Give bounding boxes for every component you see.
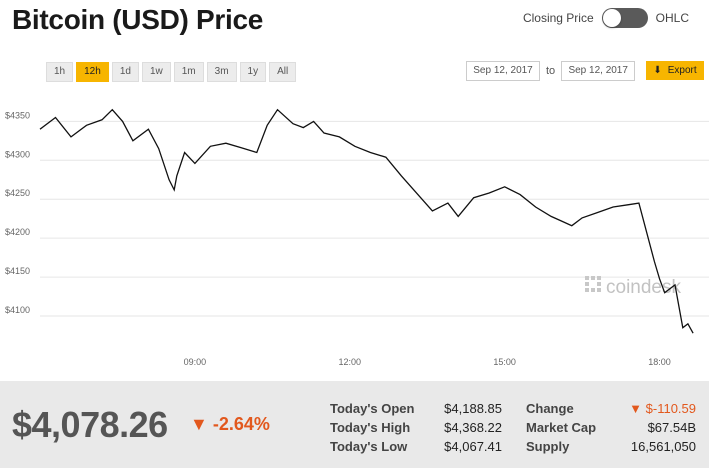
y-tick-label: $4350 (5, 110, 30, 120)
range-button-1d[interactable]: 1d (111, 62, 139, 82)
stat-label-low: Today's Low (330, 439, 408, 454)
stat-label-change: Change (526, 401, 574, 416)
price-change-percent: ▼ -2.64% (190, 414, 270, 435)
range-button-1y[interactable]: 1y (239, 62, 267, 82)
price-mode-toggle-group: Closing Price OHLC (519, 8, 693, 28)
stat-value-low: $4,067.41 (444, 439, 502, 454)
range-button-1w[interactable]: 1w (141, 62, 171, 82)
x-tick-label: 12:00 (339, 357, 362, 367)
closing-price-label: Closing Price (522, 11, 594, 25)
coindesk-watermark: coindesk (585, 276, 681, 298)
y-tick-label: $4200 (5, 227, 30, 237)
stat-value-change: ▼ $-110.59 (600, 399, 696, 418)
y-tick-label: $4150 (5, 266, 30, 276)
page-title: Bitcoin (USD) Price (12, 4, 264, 35)
stats-labels-left: Today's Open Today's High Today's Low (330, 399, 414, 456)
stat-value-supply: 16,561,050 (630, 439, 696, 454)
watermark-text: coindesk (606, 277, 681, 298)
date-to-label: to (546, 65, 556, 77)
x-tick-label: 15:00 (493, 357, 516, 367)
stat-value-open: $4,188.85 (444, 401, 502, 416)
stat-label-market-cap: Market Cap (526, 420, 597, 435)
export-label: Export (667, 65, 697, 76)
price-change-value: -2.64% (212, 414, 270, 434)
y-tick-label: $4300 (5, 149, 30, 159)
date-range: Sep 12, 2017 to Sep 12, 2017 (466, 61, 636, 81)
y-axis: $4350 $4300 $4250 $4200 $4150 $4100 (5, 110, 30, 315)
stat-value-change-text: $-110.59 (645, 401, 696, 416)
range-button-1m[interactable]: 1m (173, 62, 204, 82)
x-tick-label: 09:00 (184, 357, 207, 367)
y-tick-label: $4250 (5, 188, 30, 198)
range-button-1h[interactable]: 1h (46, 62, 74, 82)
current-price: $4,078.26 (12, 404, 168, 445)
down-triangle-icon: ▼ (190, 414, 208, 434)
download-icon: ⬇ (653, 65, 662, 76)
date-from-input[interactable]: Sep 12, 2017 (466, 61, 540, 81)
range-button-all[interactable]: All (269, 62, 297, 82)
stat-label-open: Today's Open (330, 401, 415, 416)
coindesk-logo-icon (585, 276, 601, 292)
price-mode-toggle[interactable] (601, 8, 648, 28)
stats-labels-right: Change Market Cap Supply (526, 399, 596, 456)
x-axis: 09:00 12:00 15:00 18:00 (184, 357, 671, 367)
date-to-input[interactable]: Sep 12, 2017 (561, 61, 636, 81)
stats-values-left: $4,188.85 $4,368.22 $4,067.41 (420, 399, 502, 456)
stat-label-high: Today's High (330, 420, 411, 435)
toggle-knob (602, 9, 621, 27)
price-chart[interactable]: $4350 $4300 $4250 $4200 $4150 $4100 09:00 12:0… (0, 90, 709, 375)
x-tick-label: 18:00 (648, 357, 671, 367)
stat-label-supply: Supply (526, 439, 570, 454)
price-line (39, 108, 694, 334)
stats-footer (0, 381, 709, 468)
y-tick-label: $4100 (5, 305, 30, 315)
range-button-12h[interactable]: 12h (76, 62, 109, 82)
stats-values-right: ▼ $-110.59 $67.54B 16,561,050 (600, 399, 696, 456)
export-button[interactable]: ⬇ Export (646, 61, 704, 80)
chart-grid (40, 120, 709, 317)
stat-value-market-cap: $67.54B (647, 420, 696, 435)
stat-value-high: $4,368.22 (444, 420, 502, 435)
down-triangle-icon: ▼ (629, 401, 643, 416)
ohlc-label: OHLC (655, 11, 689, 25)
range-button-3m[interactable]: 3m (206, 62, 237, 82)
range-selector: 1h 12h 1d 1w 1m 3m 1y All (46, 62, 299, 82)
